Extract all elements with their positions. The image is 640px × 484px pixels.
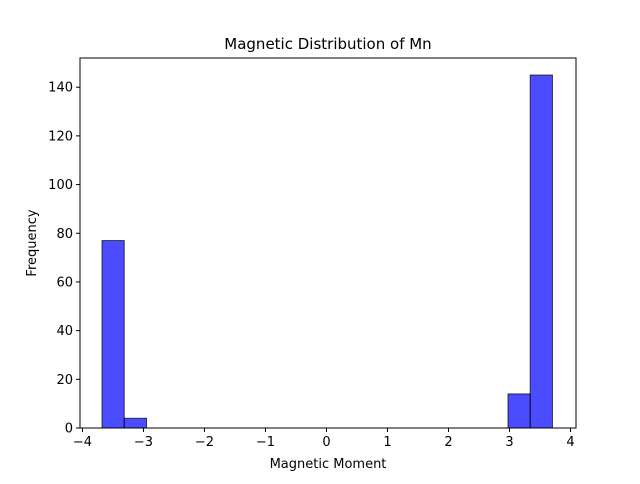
plot-frame [79, 57, 577, 429]
histogram-bar [507, 393, 531, 429]
x-tick-label: −1 [256, 435, 275, 450]
x-tick-label: 1 [383, 435, 391, 450]
y-tick-label: 60 [56, 275, 73, 290]
y-tick-label: 0 [65, 422, 73, 437]
y-tick-label: 100 [48, 178, 73, 193]
x-tick-label: 4 [566, 435, 574, 450]
y-axis-ticks: 0 20 40 60 80 100 120 140 [48, 81, 80, 437]
chart-title: Magnetic Distribution of Mn [224, 35, 431, 53]
x-axis-ticks: −4 −3 −2 −1 0 1 2 3 4 [73, 428, 575, 450]
x-tick-label: −2 [195, 435, 214, 450]
x-tick-label: 3 [505, 435, 513, 450]
x-tick-label: −3 [134, 435, 153, 450]
y-tick-label: 80 [56, 227, 73, 242]
y-tick-label: 20 [56, 373, 73, 388]
y-tick-label: 140 [48, 81, 73, 96]
histogram-bar [123, 417, 147, 429]
y-tick-label: 120 [48, 129, 73, 144]
x-tick-label: 0 [322, 435, 330, 450]
x-tick-label: 2 [444, 435, 452, 450]
histogram-bar [101, 240, 125, 429]
histogram-bar [529, 74, 553, 429]
x-tick-label: −4 [73, 435, 92, 450]
x-axis-title: Magnetic Moment [270, 457, 387, 472]
y-axis-title: Frequency [25, 209, 40, 276]
y-tick-label: 40 [56, 324, 73, 339]
